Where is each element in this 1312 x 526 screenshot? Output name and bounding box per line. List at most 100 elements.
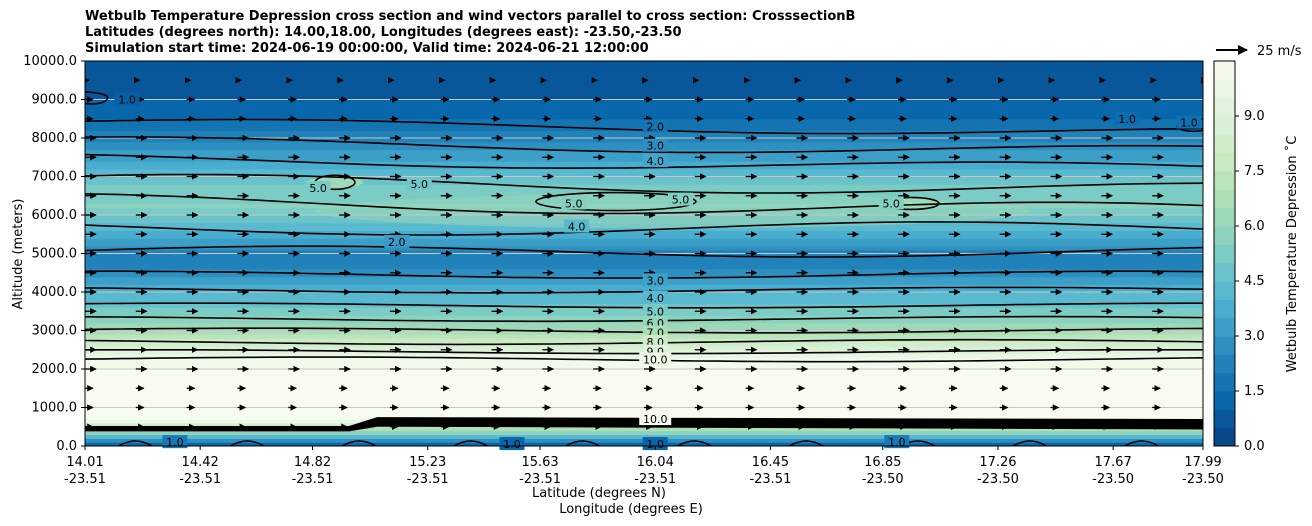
contour-band [85, 380, 1203, 385]
contour-band [85, 365, 1203, 370]
contour-line [341, 440, 377, 446]
contour-line [85, 193, 1203, 215]
contour-label: 1.0 [1118, 113, 1136, 126]
contour-band [85, 392, 1203, 397]
contour-band [85, 61, 1203, 66]
contour-band [85, 372, 1203, 378]
contour-line [453, 440, 489, 446]
x-tick-label-lat: 17.26 [979, 455, 1016, 470]
colorbar-segment [1214, 391, 1235, 410]
x-tick-label-lon: -23.51 [292, 472, 334, 487]
contour-label-bg [642, 304, 668, 318]
contour-band [85, 180, 1203, 185]
contour-label: 4.0 [646, 292, 664, 305]
colorbar-tick-label: 7.5 [1244, 164, 1265, 179]
y-tick-label: 10000.0 [23, 54, 77, 69]
contour-band [85, 288, 1203, 293]
x-axis-label-longitude: Longitude (degrees E) [559, 502, 703, 517]
contour-band [85, 91, 1203, 97]
contour-label: 1.0 [118, 94, 136, 107]
contour-band [85, 172, 1203, 178]
chart-title: Wetbulb Temperature Depression cross sec… [85, 9, 855, 56]
x-tick-label-lat: 15.23 [409, 455, 446, 470]
contour-band [85, 230, 1203, 235]
contour-band [85, 64, 1203, 70]
colorbar-segment [1214, 409, 1235, 429]
x-tick-label-lat: 15.63 [521, 455, 558, 470]
contour-label: 1.0 [646, 438, 664, 451]
colorbar-segment [1214, 244, 1235, 264]
colorbar-segment [1214, 79, 1235, 99]
contour-label-bg [639, 352, 672, 366]
contour-line [535, 191, 697, 212]
y-tick-label: 1000.0 [32, 401, 78, 416]
contour-label: 2.0 [646, 120, 664, 133]
contour-label-bg [162, 435, 188, 449]
title-line-3: Simulation start time: 2024-06-19 00:00:… [85, 41, 649, 56]
x-tick-label-lat: 17.67 [1095, 455, 1132, 470]
contour-band [85, 369, 1203, 374]
quiver-key-label: 25 m/s [1257, 44, 1302, 59]
contour-band [85, 134, 1203, 139]
contour-band [85, 103, 1203, 108]
y-tick-label: 3000.0 [32, 324, 78, 339]
contour-label: 5.0 [646, 305, 664, 318]
colorbar-tick-label: 1.5 [1244, 384, 1265, 399]
contour-band [85, 107, 1203, 112]
contour-band [85, 226, 1203, 231]
contour-band [85, 376, 1203, 382]
y-tick-label: 9000.0 [32, 93, 78, 108]
colorbar-segment [1214, 152, 1235, 172]
colorbar-tick-label: 0.0 [1244, 439, 1265, 454]
contour-band [85, 234, 1203, 239]
contour-band [85, 384, 1203, 389]
contour-band [85, 261, 1203, 266]
contour-label: 4.0 [568, 221, 586, 234]
x-tick-label-lon: -23.51 [407, 472, 449, 487]
y-axis-label: Altitude (meters) [11, 199, 26, 310]
x-tick-label-lat: 14.82 [294, 455, 331, 470]
contour-band [85, 99, 1203, 104]
colorbar-segment [1214, 262, 1235, 282]
contour-band [85, 80, 1203, 85]
contour-line [85, 245, 1203, 258]
contour-label: 10.0 [643, 413, 668, 426]
colorbar-segment [1214, 189, 1235, 209]
contour-label-bg [406, 177, 432, 191]
contour-band [85, 84, 1203, 89]
colorbar-segment [1214, 427, 1235, 447]
contour-label-bg [878, 196, 904, 210]
colorbar-tick-label: 4.5 [1244, 274, 1265, 289]
wind-vectors [85, 77, 1203, 430]
quiver-key: 25 m/s [1216, 44, 1302, 59]
contour-band [85, 95, 1203, 101]
colorbar-label: Wetbulb Temperature Depression ˚C [1284, 136, 1300, 373]
contour-line [788, 440, 824, 446]
y-tick-label: 8000.0 [32, 131, 78, 146]
colorbar-tick-label: 9.0 [1244, 109, 1265, 124]
contour-band [85, 395, 1203, 401]
contour-band [85, 426, 1203, 432]
y-tick-label: 5000.0 [32, 247, 78, 262]
contour-label: 3.0 [646, 274, 664, 287]
contour-label-bg [642, 437, 668, 451]
x-tick-label-lat: 16.85 [864, 455, 901, 470]
contour-labels: 2.03.04.04.03.04.05.06.07.08.09.010.010.… [114, 92, 1202, 451]
x-tick-label-lon: -23.50 [1182, 472, 1224, 487]
x-tick-label-lon: -23.51 [634, 472, 676, 487]
contour-band [85, 265, 1203, 270]
contour-label: 1.0 [503, 438, 521, 451]
contour-label: 5.0 [565, 197, 583, 210]
x-tick-label-lat: 16.04 [637, 455, 674, 470]
contour-line [1124, 440, 1159, 446]
contour-label-bg [1114, 111, 1140, 125]
contour-line [229, 440, 265, 446]
contour-band [85, 245, 1203, 251]
colorbar-segment [1214, 317, 1235, 337]
y-tick-label: 0.0 [56, 439, 77, 454]
contour-label: 1.0 [1180, 117, 1198, 130]
y-axis: 0.0 1000.0 2000.0 3000.0 4000.0 5000.0 6000.0 7… [23, 54, 85, 454]
title-line-2: Latitudes (degrees north): 14.00,18.00, … [85, 25, 682, 40]
colorbar-segment [1214, 226, 1235, 245]
